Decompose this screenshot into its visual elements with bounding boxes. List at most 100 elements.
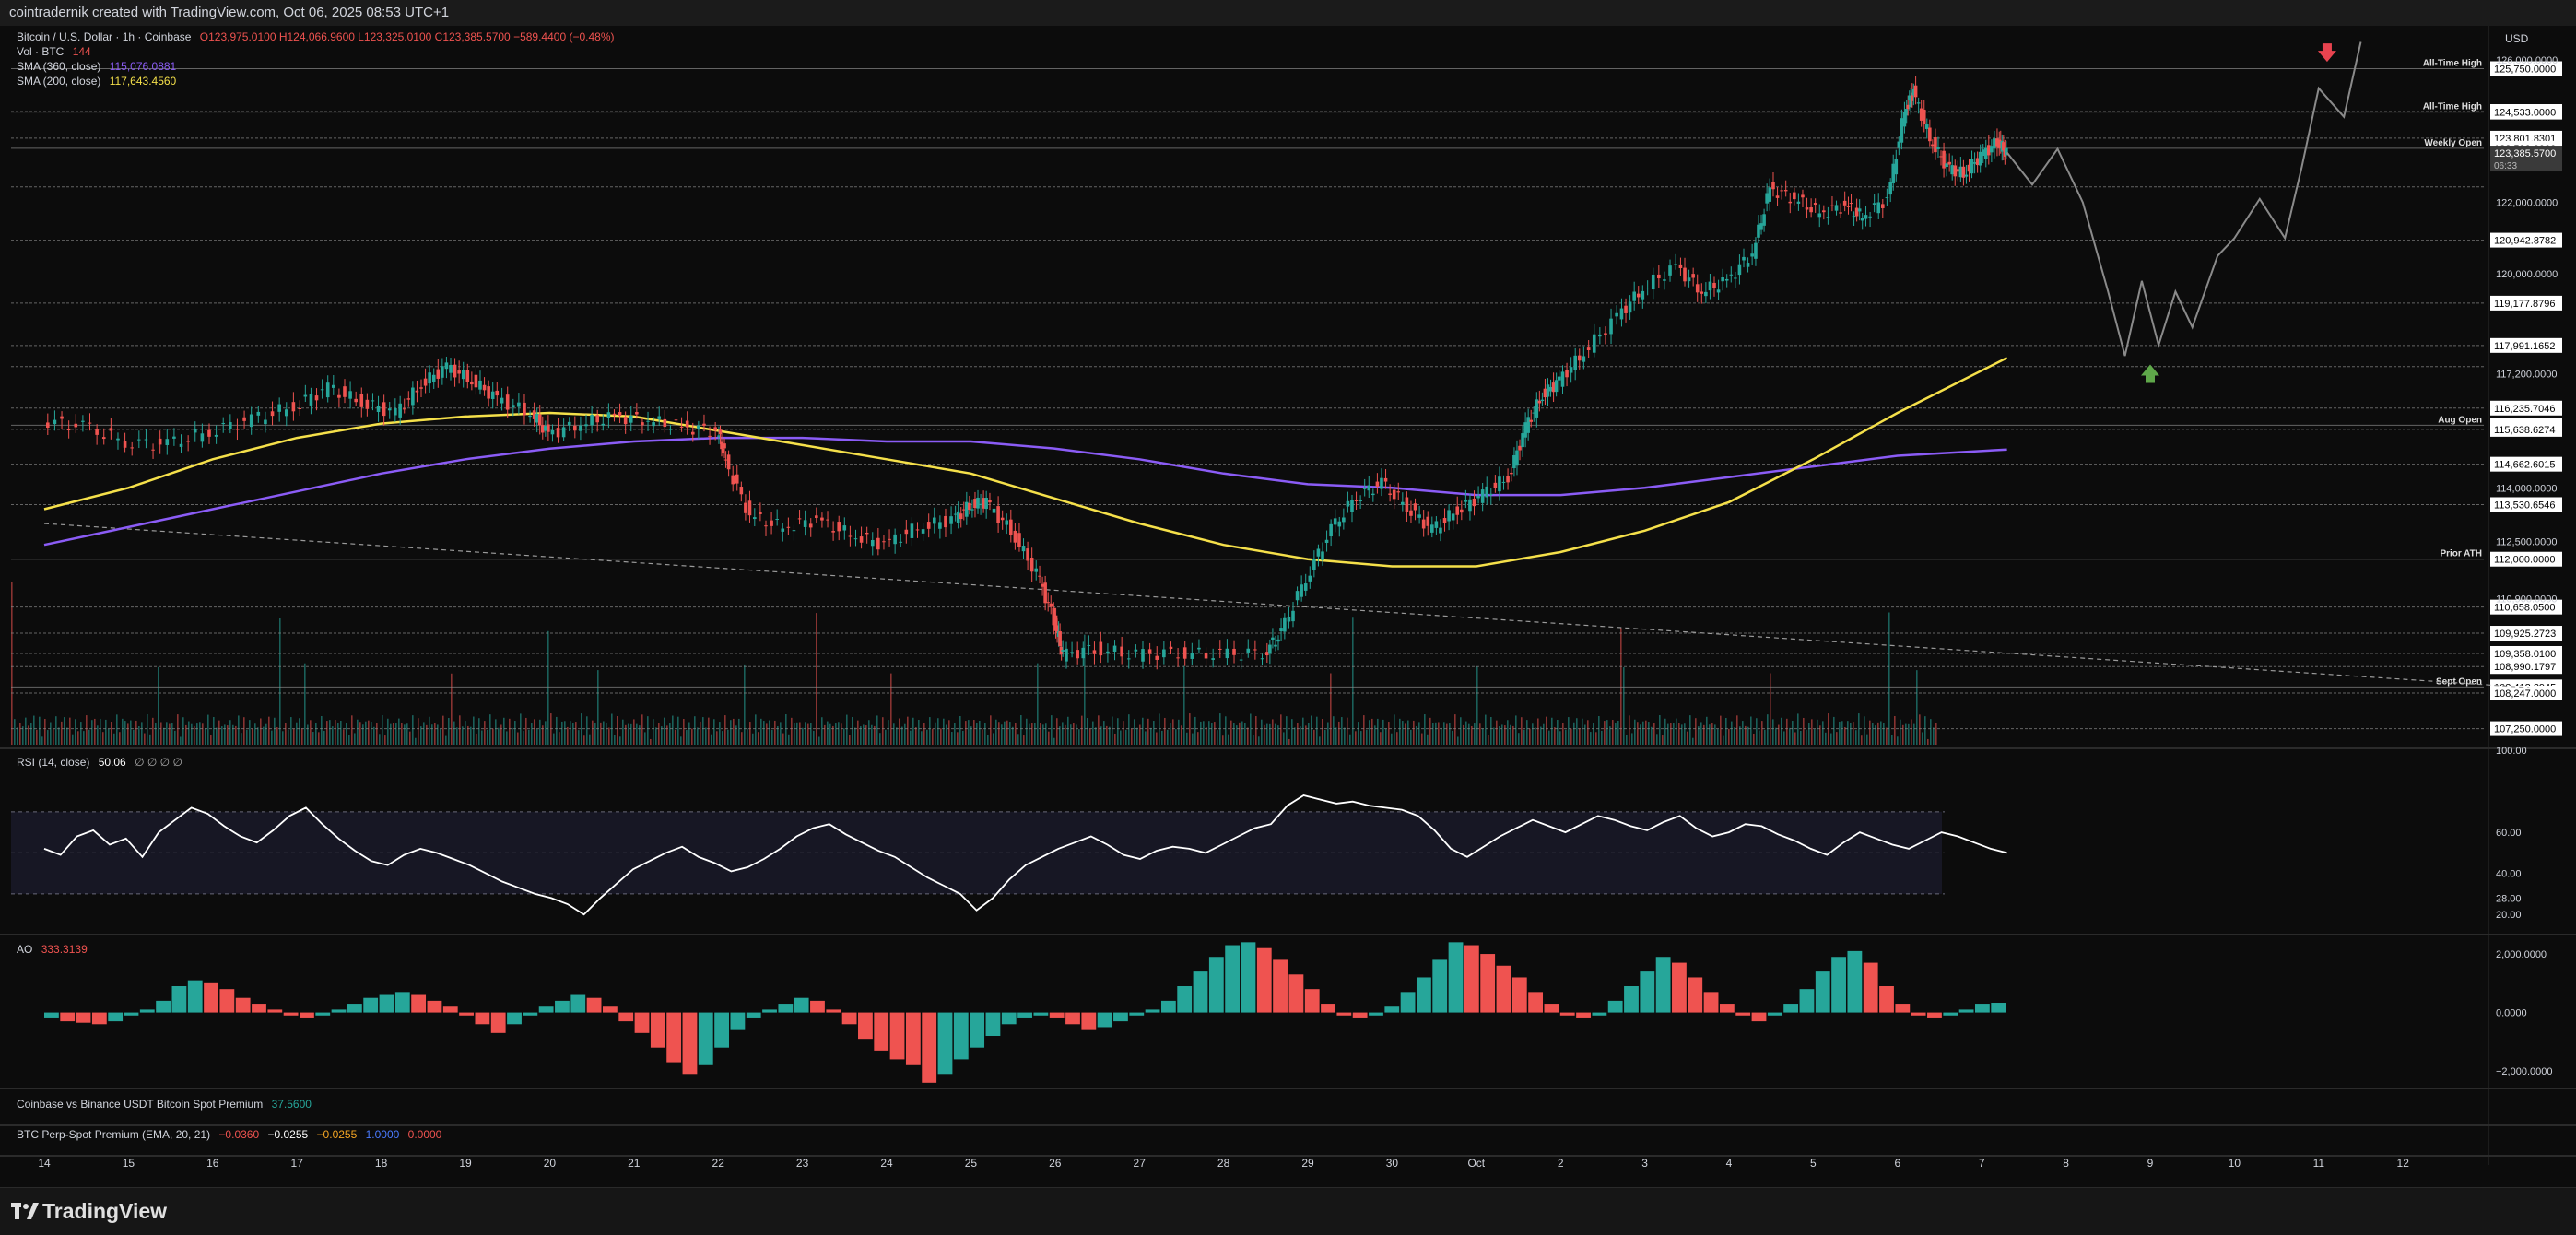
candle-body (1624, 305, 1628, 313)
candle-body (1211, 658, 1215, 660)
x-axis-tick: 21 (628, 1157, 641, 1170)
volume-bar (83, 731, 85, 745)
volume-bar (64, 717, 65, 745)
volume-bar (22, 726, 24, 745)
candle-body (826, 519, 829, 521)
volume-bar (1051, 715, 1053, 745)
candle-body (735, 474, 739, 484)
ao-bar (1703, 992, 1719, 1013)
volume-bar (1084, 634, 1086, 745)
candle-body (1551, 382, 1556, 393)
volume-bar (1261, 719, 1263, 745)
volume-bar (1819, 725, 1821, 745)
volume-bar (523, 730, 524, 745)
volume-bar (1930, 719, 1932, 745)
volume-bar (1382, 719, 1384, 745)
ao-bar (730, 1012, 746, 1030)
volume-bar (1015, 723, 1017, 745)
candle-body (1978, 151, 1982, 166)
volume-bar (1526, 720, 1528, 745)
candle-body (1434, 521, 1439, 528)
volume-bar (1537, 718, 1539, 745)
volume-bar (868, 720, 870, 745)
volume-bar (879, 733, 881, 745)
volume-bar (1280, 714, 1282, 745)
candle-body (1447, 510, 1451, 522)
candle-body (959, 513, 963, 520)
candle-body (1928, 127, 1932, 142)
volume-bar (351, 715, 353, 745)
level-price-box (2490, 645, 2562, 661)
volume-bar (188, 721, 190, 745)
candle-body (1493, 482, 1498, 488)
candle-body (1604, 333, 1607, 335)
volume-bar (968, 720, 970, 745)
volume-bar (1504, 725, 1506, 745)
candle-body (1813, 203, 1817, 206)
volume-bar (749, 722, 751, 745)
volume-bar (545, 721, 547, 745)
ao-bar (1417, 977, 1431, 1013)
volume-bar (1496, 720, 1498, 745)
volume-bar (489, 714, 491, 745)
candle-body (1106, 651, 1110, 654)
volume-bar (229, 720, 231, 745)
ao-bar (1943, 1012, 1958, 1016)
volume-bar (1125, 729, 1127, 745)
volume-bar (1598, 716, 1600, 745)
volume-bar (1886, 727, 1888, 745)
chart-header: cointradernik created with TradingView.c… (0, 0, 2576, 27)
candle-body (1894, 159, 1899, 175)
candle-body (853, 538, 858, 540)
volume-bar (1540, 726, 1542, 745)
ao-legend: AO 333.3139 (17, 943, 88, 956)
volume-bar (382, 715, 383, 745)
candle-body (415, 390, 419, 393)
volume-bar (1778, 724, 1780, 745)
volume-bar (711, 734, 712, 745)
volume-bar (1040, 723, 1041, 745)
volume-bar (282, 731, 284, 745)
volume-bar (512, 727, 513, 745)
volume-bar (1717, 729, 1719, 745)
volume-bar (1775, 727, 1777, 745)
volume-bar (28, 725, 29, 745)
candle-body (1380, 477, 1383, 489)
volume-bar (943, 718, 945, 745)
candle-body (979, 503, 982, 506)
volume-bar (1200, 721, 1202, 745)
volume-bar (1452, 730, 1453, 745)
volume-bar (1380, 732, 1382, 745)
volume-bar (318, 732, 320, 745)
candle-body (1455, 506, 1460, 515)
candle-body (996, 506, 1000, 523)
candle-body (988, 499, 992, 503)
volume-bar (124, 721, 126, 745)
candle-body (348, 391, 352, 399)
volume-bar (1391, 733, 1393, 745)
candle-body (726, 454, 731, 470)
candle-body (242, 417, 246, 421)
volume-bar (683, 719, 685, 745)
volume-bar (1153, 721, 1155, 745)
volume-bar (1565, 729, 1567, 745)
candle-body (1729, 274, 1734, 276)
volume-bar (893, 723, 895, 745)
volume-bar (802, 727, 804, 745)
candle-body (264, 419, 267, 425)
volume-bar (973, 720, 975, 745)
volume-bar (69, 717, 71, 745)
level-price-label: 108,990.1797 (2494, 662, 2556, 673)
volume-bar (371, 722, 372, 745)
candle-body (1854, 207, 1859, 217)
level-note: All-Time High (2423, 102, 2482, 112)
candle-body (214, 434, 218, 437)
candle-body (1055, 625, 1059, 634)
volume-bar (80, 722, 82, 745)
candle-body (1615, 312, 1618, 317)
volume-bar (1244, 723, 1246, 745)
volume-bar (1164, 717, 1166, 745)
perp-v1: −0.0360 (218, 1128, 260, 1141)
level-price-label: 120,942.8782 (2494, 236, 2556, 247)
